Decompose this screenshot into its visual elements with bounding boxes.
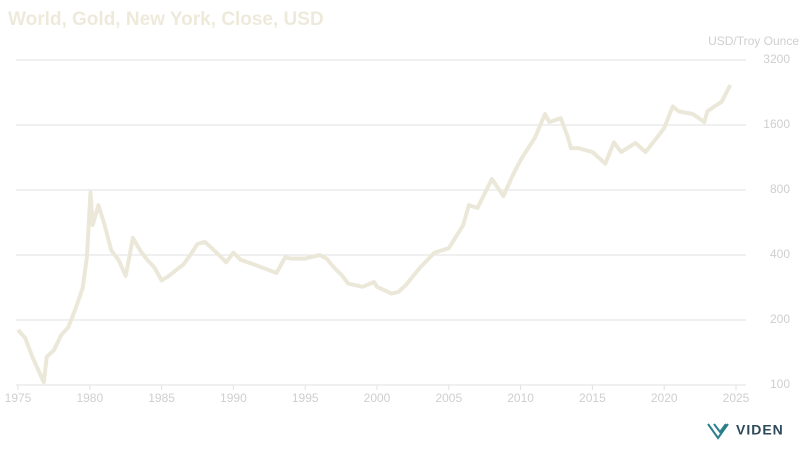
y-axis-label: USD/Troy Ounce	[708, 34, 799, 48]
y-tick-label: 400	[770, 247, 790, 261]
y-tick-label: 3200	[763, 52, 790, 66]
y-tick-label: 1600	[763, 117, 790, 131]
brand: VIDEN	[736, 422, 784, 438]
x-tick-label: 2010	[507, 391, 534, 405]
x-tick-label: 1995	[292, 391, 319, 405]
x-tick-label: 2025	[723, 391, 750, 405]
price-line	[16, 84, 733, 385]
x-tick-label: 1975	[5, 391, 32, 405]
x-tick-label: 2020	[651, 391, 678, 405]
x-tick-label: 1985	[148, 391, 175, 405]
y-tick-label: 100	[770, 377, 790, 391]
y-tick-label: 200	[770, 312, 790, 326]
logo: VIDEN	[707, 422, 784, 440]
x-tick-label: 1980	[76, 391, 103, 405]
x-tick-label: 2000	[364, 391, 391, 405]
x-tick-label: 2015	[579, 391, 606, 405]
x-tick-label: 1990	[220, 391, 247, 405]
chart-title: World, Gold, New York, Close, USD	[8, 9, 324, 30]
logo-mark	[707, 423, 729, 440]
y-tick-label: 800	[770, 182, 790, 196]
x-tick-label: 2005	[435, 391, 462, 405]
